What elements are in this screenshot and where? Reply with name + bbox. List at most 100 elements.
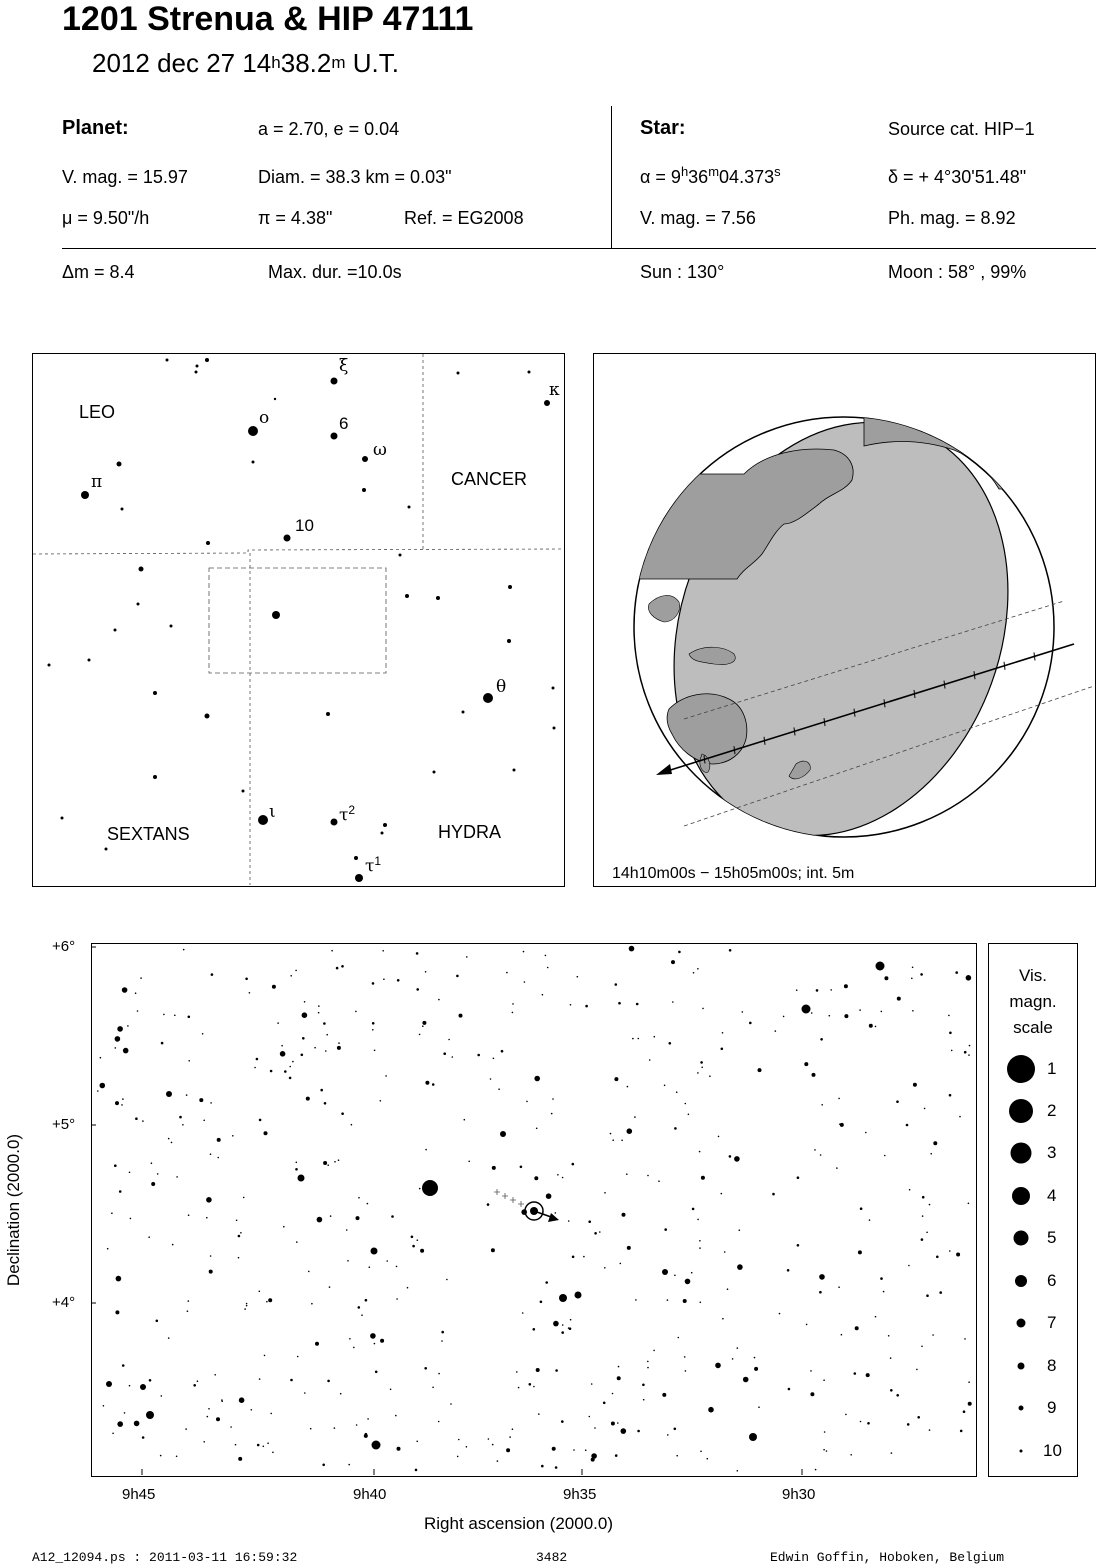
field-star: [208, 1269, 213, 1274]
star-label-6: 6: [339, 414, 349, 433]
field-star: [258, 1118, 262, 1122]
field-star: [309, 1427, 312, 1430]
field-star: [928, 1203, 931, 1206]
field-star: [102, 1405, 105, 1407]
field-star: [933, 1141, 938, 1146]
field-star: [432, 1386, 434, 1389]
field-star: [468, 1160, 471, 1163]
field-star: [301, 1012, 308, 1018]
field-star: [635, 1299, 637, 1301]
field-star: [758, 1406, 760, 1408]
path-time-tick: [823, 717, 826, 727]
field-star: [136, 1010, 139, 1012]
field-star: [371, 1022, 375, 1025]
path-direction-arrow: [656, 764, 672, 775]
field-star: [642, 1383, 645, 1387]
mag-label: 3: [1047, 1143, 1057, 1162]
field-star: [619, 1262, 622, 1265]
field-star: [653, 1035, 656, 1038]
field-star: [339, 1392, 342, 1395]
info-separator: [62, 248, 1096, 249]
field-star: [634, 1116, 636, 1118]
field-star: [463, 1118, 466, 1121]
field-star: [167, 1337, 170, 1339]
field-star: [795, 989, 798, 991]
finder-star: [551, 686, 555, 690]
field-star: [874, 1025, 877, 1028]
field-star: [187, 1015, 191, 1019]
field-star: [295, 1161, 298, 1164]
field-star: [128, 1171, 131, 1174]
field-star: [844, 1014, 849, 1019]
field-star: [538, 1413, 540, 1415]
field-star: [588, 1415, 591, 1418]
field-star: [232, 1135, 234, 1137]
field-star: [717, 1135, 720, 1138]
field-star: [604, 1267, 606, 1269]
finder-star: [512, 768, 516, 772]
field-star: [648, 1059, 651, 1061]
star-label-kappa: κ: [549, 380, 560, 400]
scale-title-3: scale: [1013, 1018, 1053, 1037]
field-star: [614, 1454, 618, 1457]
detail-field-box: [208, 567, 387, 674]
field-star: [539, 1300, 543, 1304]
field-star: [114, 1036, 121, 1042]
field-star: [123, 1412, 126, 1414]
field-star: [728, 1155, 732, 1158]
scale-title-2: magn.: [1009, 992, 1057, 1011]
field-star: [506, 1448, 511, 1453]
field-star: [569, 1318, 572, 1321]
field-star: [156, 1173, 159, 1175]
field-star: [266, 1300, 268, 1303]
planet-motion: μ = 9.50"/h: [62, 208, 150, 228]
field-star: [621, 1212, 626, 1217]
borneo: [648, 595, 680, 623]
finder-star: [165, 358, 169, 362]
mag-dot-2: [1009, 1099, 1033, 1123]
field-star: [796, 1244, 800, 1247]
sun-elongation: Sun : 130°: [640, 262, 725, 282]
field-star: [850, 1454, 852, 1456]
field-star: [216, 1417, 220, 1422]
finder-star: [330, 377, 338, 385]
field-star: [424, 971, 427, 973]
scale-dots: [1007, 1055, 1035, 1453]
field-star: [329, 1215, 332, 1217]
field-star: [963, 1050, 967, 1054]
field-star: [487, 1438, 490, 1440]
field-star: [283, 1225, 285, 1228]
field-star: [859, 1009, 861, 1011]
field-star: [921, 1345, 923, 1348]
finder-star: [405, 594, 409, 598]
field-star: [185, 1428, 187, 1430]
field-star: [209, 1153, 212, 1155]
field-star: [516, 1371, 518, 1373]
field-star: [723, 1251, 726, 1253]
finder-star: [47, 663, 51, 667]
field-star: [203, 1441, 205, 1443]
field-star: [142, 1120, 144, 1122]
field-star: [179, 1115, 182, 1119]
field-star: [412, 1244, 415, 1248]
field-star: [308, 1270, 310, 1273]
field-star: [667, 1434, 669, 1436]
field-star: [238, 1456, 243, 1461]
field-star: [221, 1399, 223, 1401]
finder-star: [552, 726, 556, 730]
field-star: [151, 1182, 156, 1186]
field-star: [721, 1032, 724, 1034]
finder-star: [195, 364, 199, 368]
field-star: [175, 1455, 178, 1458]
star-label-tau1: τ1: [365, 854, 382, 877]
star-label-iota: ι: [269, 802, 276, 822]
field-star: [290, 975, 292, 977]
field-star: [911, 977, 913, 980]
field-star: [500, 1049, 504, 1053]
field-star: [323, 1102, 327, 1105]
field-star: [206, 1415, 209, 1418]
field-star: [438, 998, 440, 1001]
field-star: [300, 1053, 304, 1057]
field-star: [295, 1168, 298, 1171]
field-star: [949, 1031, 952, 1035]
